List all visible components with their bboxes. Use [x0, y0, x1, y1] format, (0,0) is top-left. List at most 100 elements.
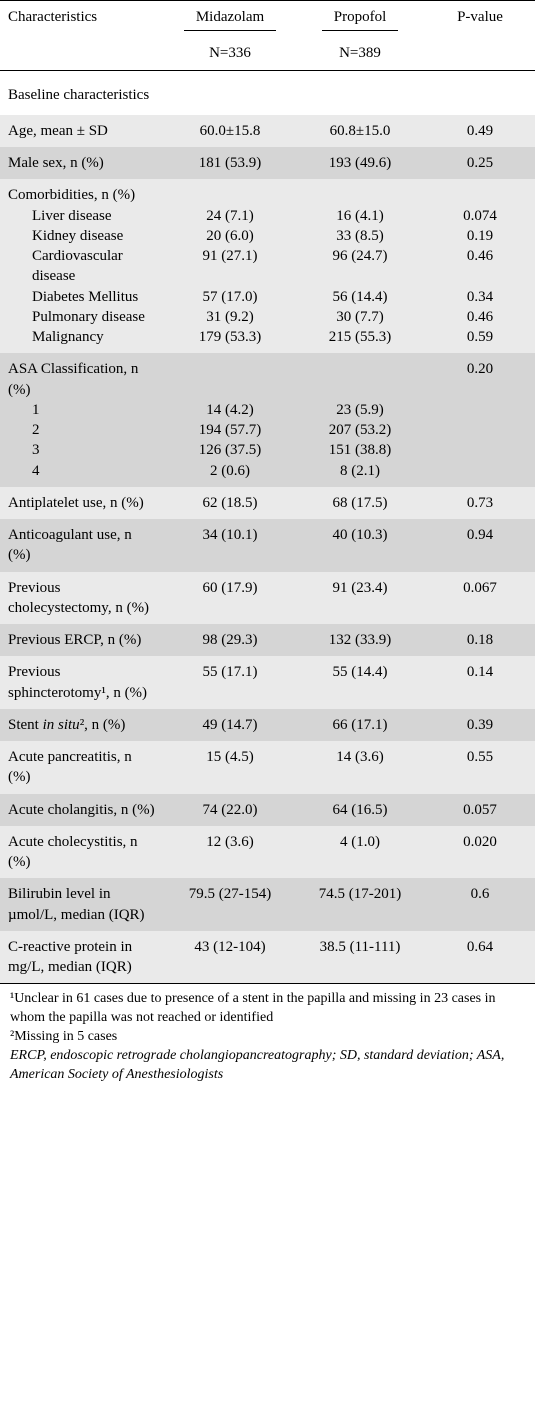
footnote-abbrev: ERCP, endoscopic retrograde cholangiopan…	[10, 1047, 525, 1085]
cell-midazolam: 20 (6.0)	[165, 226, 295, 246]
n-propofol: N=389	[295, 37, 425, 70]
cell-propofol: 96 (24.7)	[295, 246, 425, 287]
table-subrow: Malignancy179 (53.3)215 (55.3)0.59	[0, 327, 535, 353]
table-row: ASA Classification, n (%) 0.20	[0, 353, 535, 400]
cell-midazolam: 55 (17.1)	[165, 656, 295, 709]
row-label: Previous sphincterotomy¹, n (%)	[0, 656, 165, 709]
cell-midazolam: 181 (53.9)	[165, 147, 295, 179]
cell-pvalue: 0.6	[425, 878, 535, 931]
cell-propofol: 8 (2.1)	[295, 461, 425, 487]
cell-midazolam: 194 (57.7)	[165, 420, 295, 440]
subrow-label: Cardiovascular disease	[0, 246, 165, 287]
cell-propofol: 74.5 (17-201)	[295, 878, 425, 931]
cell-pvalue	[425, 400, 535, 420]
row-label: ASA Classification, n (%)	[0, 353, 165, 400]
cell-propofol: 64 (16.5)	[295, 794, 425, 826]
cell-midazolam: 79.5 (27-154)	[165, 878, 295, 931]
cell-pvalue: 0.46	[425, 246, 535, 287]
cell-midazolam: 31 (9.2)	[165, 307, 295, 327]
cell-pvalue	[425, 461, 535, 487]
table-row: Comorbidities, n (%)	[0, 179, 535, 205]
subrow-label: Liver disease	[0, 206, 165, 226]
cell-midazolam: 126 (37.5)	[165, 440, 295, 460]
cell-propofol: 38.5 (11-111)	[295, 931, 425, 984]
table-row: Bilirubin level in µmol/L, median (IQR)7…	[0, 878, 535, 931]
table-row: Acute pancreatitis, n (%)15 (4.5)14 (3.6…	[0, 741, 535, 794]
cell-propofol: 151 (38.8)	[295, 440, 425, 460]
table-row: Anticoagulant use, n (%)34 (10.1)40 (10.…	[0, 519, 535, 572]
cell-midazolam: 2 (0.6)	[165, 461, 295, 487]
table-subrow: 3126 (37.5)151 (38.8)	[0, 440, 535, 460]
cell-midazolam: 62 (18.5)	[165, 487, 295, 519]
cell-pvalue: 0.55	[425, 741, 535, 794]
cell-pvalue: 0.49	[425, 115, 535, 147]
cell-midazolam: 49 (14.7)	[165, 709, 295, 741]
table-subrow: 2194 (57.7)207 (53.2)	[0, 420, 535, 440]
row-label: C-reactive protein in mg/L, median (IQR)	[0, 931, 165, 984]
cell-propofol: 40 (10.3)	[295, 519, 425, 572]
cell-pvalue: 0.94	[425, 519, 535, 572]
table-subrow: Pulmonary disease31 (9.2)30 (7.7)0.46	[0, 307, 535, 327]
cell-pvalue: 0.46	[425, 307, 535, 327]
cell-propofol: 33 (8.5)	[295, 226, 425, 246]
cell-midazolam: 12 (3.6)	[165, 826, 295, 879]
row-label: Antiplatelet use, n (%)	[0, 487, 165, 519]
table-subrow: 42 (0.6)8 (2.1)	[0, 461, 535, 487]
row-label: Comorbidities, n (%)	[0, 179, 165, 205]
row-label: Acute cholecystitis, n (%)	[0, 826, 165, 879]
cell-midazolam: 57 (17.0)	[165, 287, 295, 307]
col-header-midazolam: Midazolam	[165, 1, 295, 38]
baseline-characteristics-table: Characteristics Midazolam Propofol P-val…	[0, 0, 535, 1097]
row-label: Anticoagulant use, n (%)	[0, 519, 165, 572]
n-midazolam: N=336	[165, 37, 295, 70]
subrow-label: Malignancy	[0, 327, 165, 353]
cell-pvalue: 0.18	[425, 624, 535, 656]
cell-midazolam: 24 (7.1)	[165, 206, 295, 226]
subrow-label: Pulmonary disease	[0, 307, 165, 327]
subrow-label: 3	[0, 440, 165, 460]
cell-propofol: 4 (1.0)	[295, 826, 425, 879]
subrow-label: 4	[0, 461, 165, 487]
row-label: Acute cholangitis, n (%)	[0, 794, 165, 826]
section-title-row: Baseline characteristics	[0, 70, 535, 115]
cell-propofol: 193 (49.6)	[295, 147, 425, 179]
cell-midazolam: 91 (27.1)	[165, 246, 295, 287]
row-label: Male sex, n (%)	[0, 147, 165, 179]
cell-pvalue: 0.067	[425, 572, 535, 625]
cell-propofol: 23 (5.9)	[295, 400, 425, 420]
table-subrow: Kidney disease20 (6.0)33 (8.5)0.19	[0, 226, 535, 246]
subrow-label: 1	[0, 400, 165, 420]
footnote-1: ¹Unclear in 61 cases due to presence of …	[10, 990, 525, 1028]
row-label: Age, mean ± SD	[0, 115, 165, 147]
table-row: Male sex, n (%)181 (53.9)193 (49.6)0.25	[0, 147, 535, 179]
cell-propofol: 91 (23.4)	[295, 572, 425, 625]
cell-pvalue: 0.20	[425, 353, 535, 400]
cell-pvalue: 0.39	[425, 709, 535, 741]
table-row: Previous cholecystectomy, n (%)60 (17.9)…	[0, 572, 535, 625]
cell-propofol: 30 (7.7)	[295, 307, 425, 327]
col-header-characteristics: Characteristics	[0, 1, 165, 38]
table-subrow: Liver disease24 (7.1)16 (4.1)0.074	[0, 206, 535, 226]
cell-pvalue: 0.25	[425, 147, 535, 179]
cell-midazolam: 74 (22.0)	[165, 794, 295, 826]
table-row: Stent in situ², n (%)49 (14.7)66 (17.1)0…	[0, 709, 535, 741]
header-row-1: Characteristics Midazolam Propofol P-val…	[0, 1, 535, 38]
cell-propofol: 132 (33.9)	[295, 624, 425, 656]
cell-propofol	[295, 179, 425, 205]
cell-pvalue: 0.64	[425, 931, 535, 984]
cell-propofol: 14 (3.6)	[295, 741, 425, 794]
row-label: Acute pancreatitis, n (%)	[0, 741, 165, 794]
table-subrow: Diabetes Mellitus57 (17.0)56 (14.4)0.34	[0, 287, 535, 307]
cell-pvalue: 0.34	[425, 287, 535, 307]
table-subrow: Cardiovascular disease91 (27.1)96 (24.7)…	[0, 246, 535, 287]
subrow-label: Kidney disease	[0, 226, 165, 246]
cell-pvalue	[425, 420, 535, 440]
cell-propofol: 16 (4.1)	[295, 206, 425, 226]
col-header-pvalue: P-value	[425, 1, 535, 38]
cell-midazolam: 14 (4.2)	[165, 400, 295, 420]
table-row: Previous sphincterotomy¹, n (%)55 (17.1)…	[0, 656, 535, 709]
cell-midazolam: 98 (29.3)	[165, 624, 295, 656]
subrow-label: 2	[0, 420, 165, 440]
cell-pvalue: 0.59	[425, 327, 535, 353]
cell-pvalue: 0.14	[425, 656, 535, 709]
